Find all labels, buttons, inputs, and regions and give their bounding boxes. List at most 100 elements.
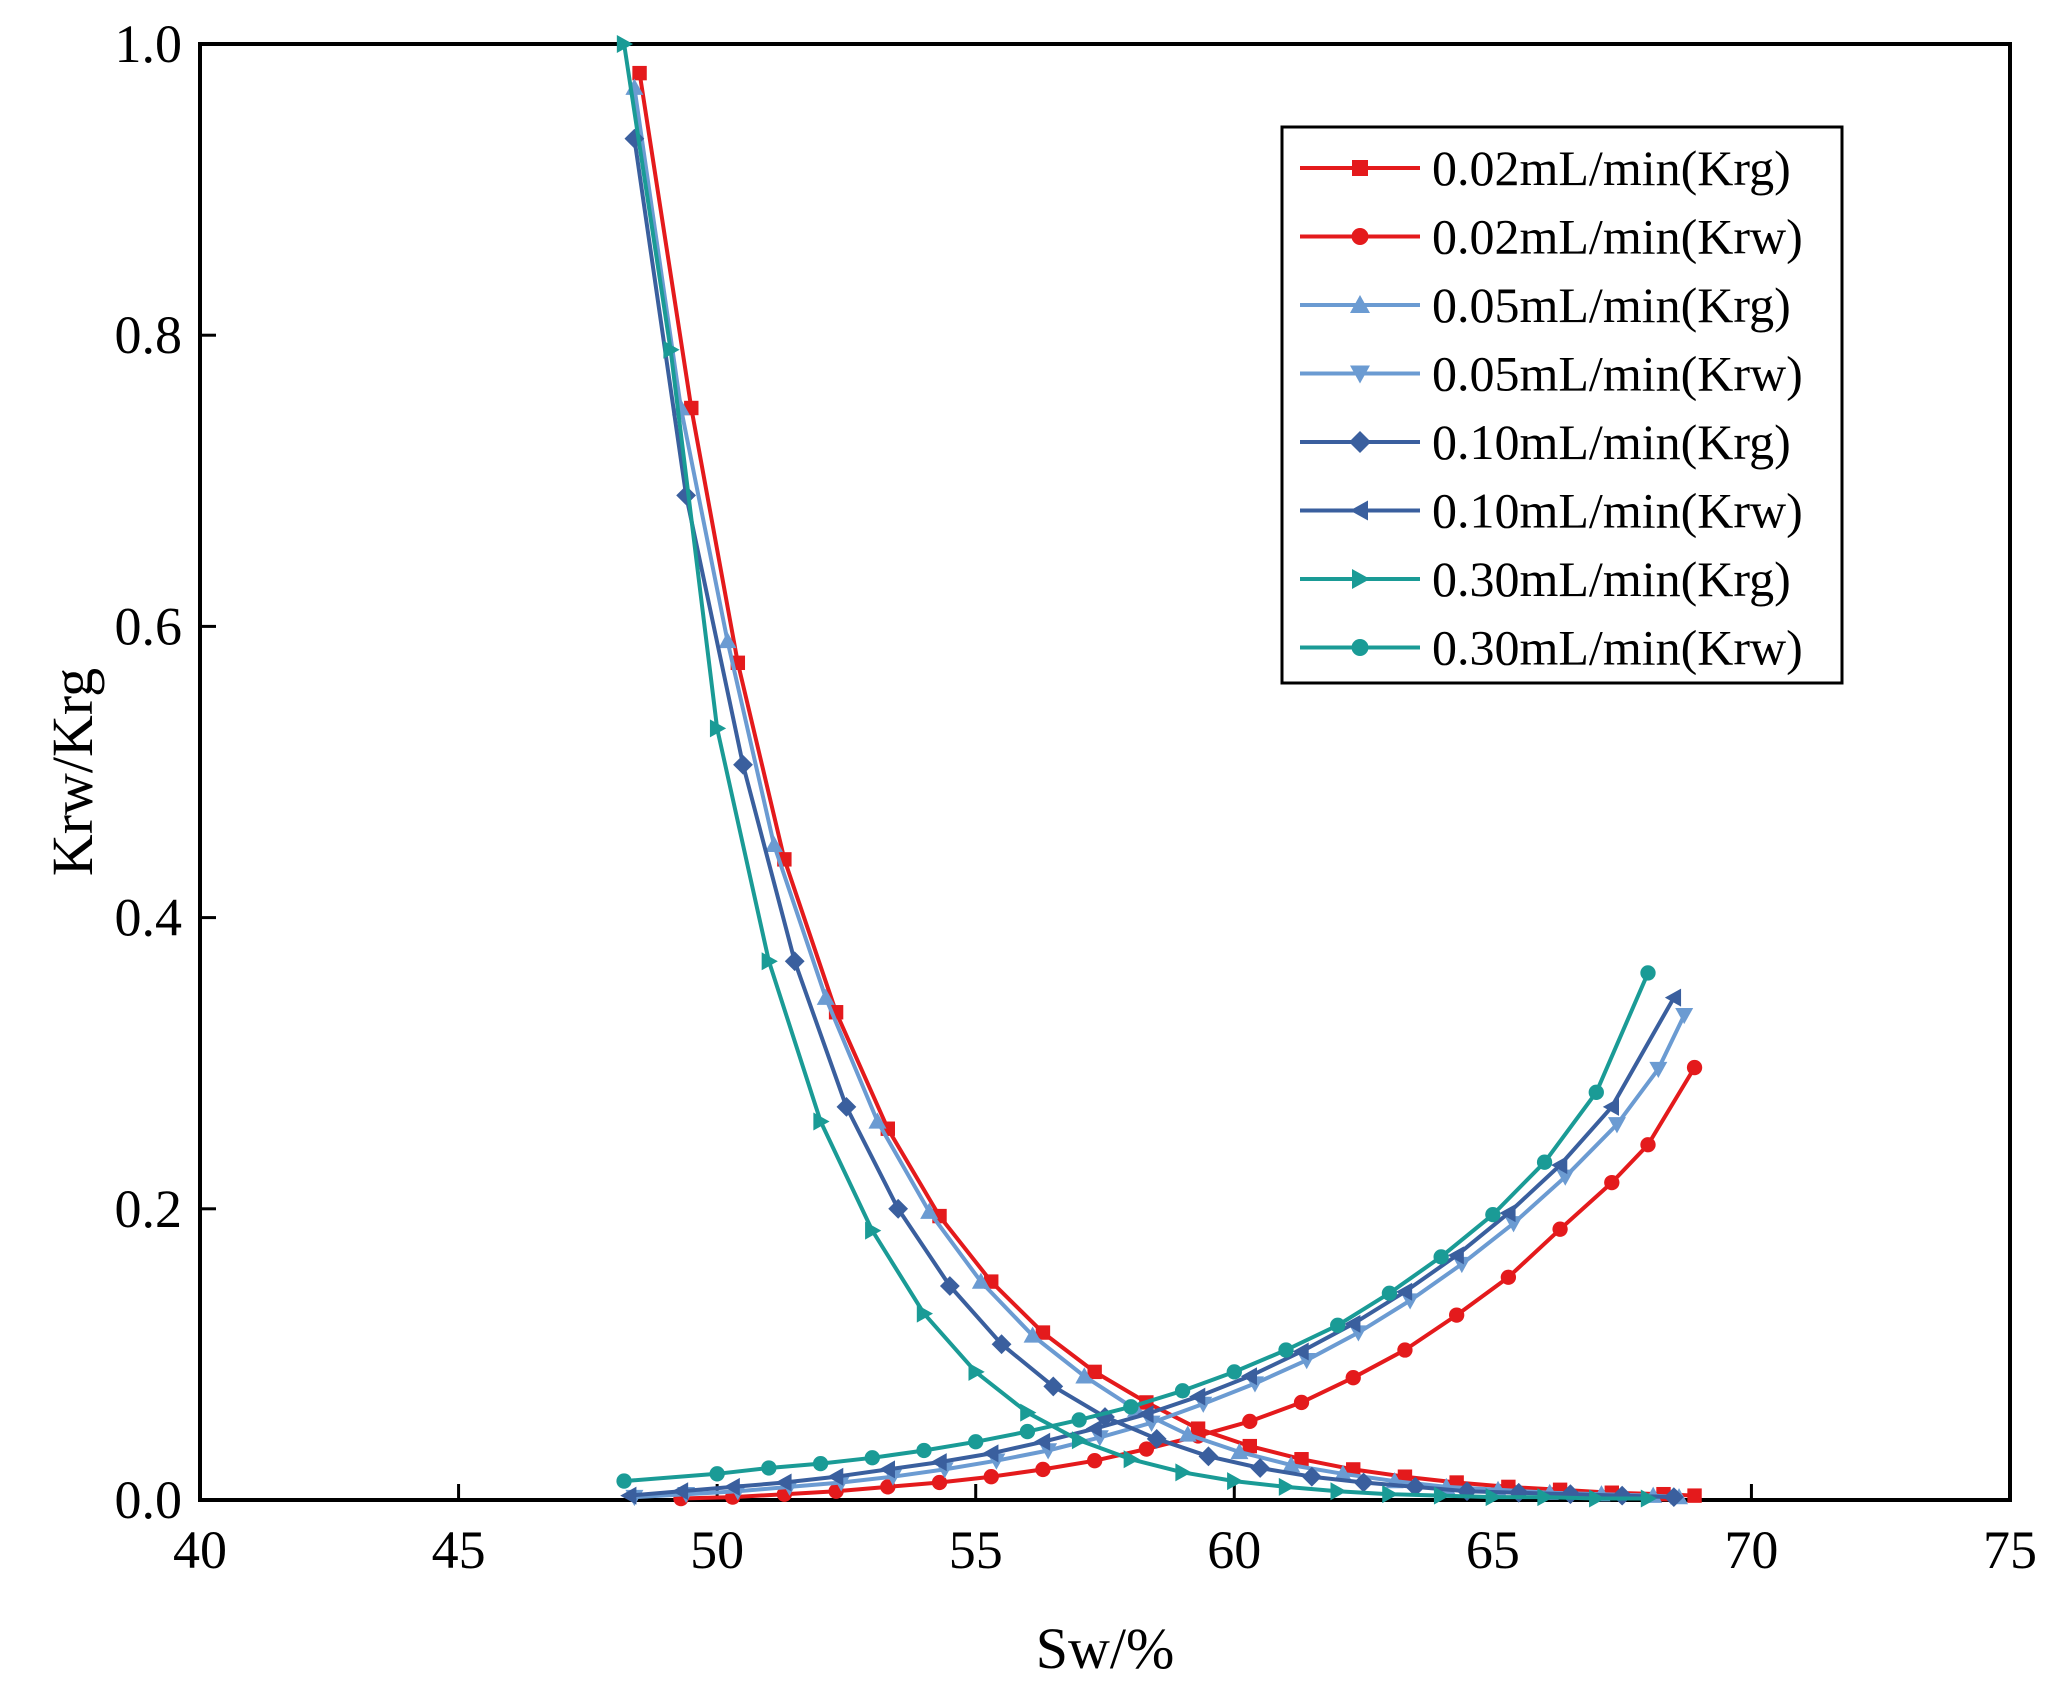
series-1: [673, 1059, 1703, 1507]
data-point: [761, 952, 778, 971]
plot-frame: [198, 42, 2012, 1502]
series-line: [623, 972, 1650, 1484]
legend-label: 0.02mL/min(Krw): [1432, 209, 1803, 265]
data-point: [765, 835, 784, 852]
data-point: [709, 1466, 725, 1482]
data-point: [663, 340, 680, 359]
data-point: [1033, 1432, 1051, 1451]
data-point: [971, 1272, 990, 1289]
legend-marker: [1350, 365, 1370, 384]
data-point: [1604, 1174, 1620, 1191]
data-point: [865, 1221, 882, 1240]
data-point: [968, 1434, 984, 1450]
data-point: [1675, 1007, 1694, 1025]
series-7: [616, 965, 1656, 1489]
data-point: [1174, 1383, 1191, 1399]
data-point: [718, 631, 737, 649]
data-point: [1226, 1364, 1242, 1380]
data-point: [1087, 1364, 1102, 1380]
data-point: [931, 1474, 948, 1491]
data-point: [1330, 1317, 1346, 1333]
x-axis-title: Sw/%: [1036, 1616, 1175, 1681]
data-point: [1345, 1370, 1361, 1386]
data-point: [1035, 1461, 1051, 1478]
data-point: [1686, 1059, 1703, 1076]
data-point: [1278, 1342, 1294, 1358]
data-point: [968, 1362, 985, 1381]
data-point: [620, 1486, 637, 1505]
data-point: [983, 1469, 999, 1485]
data-point: [632, 65, 647, 81]
legend-marker: [1351, 228, 1369, 245]
data-point: [1142, 1415, 1161, 1432]
y-tick-label: 0.0: [115, 1470, 183, 1530]
data-point: [1020, 1403, 1037, 1422]
data-point: [1242, 1438, 1257, 1454]
data-point: [1401, 1293, 1420, 1310]
data-point: [1589, 1489, 1606, 1508]
data-point: [920, 1202, 939, 1219]
data-point: [813, 1112, 830, 1131]
data-point: [1433, 1249, 1449, 1265]
data-point: [1123, 1450, 1140, 1469]
data-point: [982, 1444, 999, 1463]
data-point: [1138, 1441, 1155, 1457]
data-point: [761, 1460, 777, 1476]
data-point: [1071, 1412, 1087, 1428]
x-tick-label: 75: [1983, 1520, 2037, 1580]
plot-area: [198, 42, 2012, 1502]
data-point: [1504, 1216, 1523, 1233]
x-axis: 40 45 50 55 60 65 70 75: [173, 1484, 2037, 1580]
data-point: [878, 1460, 895, 1479]
data-point: [1536, 1154, 1553, 1170]
data-point: [1649, 1061, 1668, 1079]
legend-label: 0.05mL/min(Krw): [1432, 346, 1803, 402]
legend-label: 0.30mL/min(Krw): [1432, 620, 1803, 676]
data-point: [784, 951, 805, 972]
data-point: [1333, 1464, 1352, 1481]
data-point: [1019, 1423, 1036, 1440]
data-point: [1278, 1477, 1295, 1496]
data-point: [1137, 1405, 1154, 1424]
legend-label: 0.05mL/min(Krg): [1432, 277, 1791, 333]
data-point: [1071, 1431, 1089, 1450]
data-point: [1640, 1489, 1657, 1508]
legend-marker: [1352, 160, 1368, 176]
data-point: [1607, 1117, 1626, 1134]
legend-label: 0.10mL/min(Krw): [1432, 483, 1803, 539]
data-point: [1499, 1204, 1516, 1223]
data-point: [836, 1096, 857, 1117]
x-tick-label: 60: [1207, 1520, 1261, 1580]
data-point: [1588, 1084, 1604, 1100]
data-point: [616, 35, 634, 53]
legend-marker: [1350, 295, 1370, 313]
data-point: [1039, 1443, 1058, 1460]
data-point: [1146, 1428, 1167, 1449]
data-point: [827, 1467, 844, 1486]
data-point: [1075, 1367, 1094, 1384]
data-point: [1397, 1342, 1413, 1358]
data-point: [916, 1442, 932, 1459]
data-point: [1330, 1482, 1347, 1501]
data-point: [1230, 1442, 1249, 1460]
data-point: [991, 1334, 1012, 1355]
data-point: [1449, 1307, 1465, 1323]
legend-label: 0.10mL/min(Krg): [1432, 414, 1791, 470]
data-point: [1301, 1466, 1322, 1487]
data-point: [1292, 1342, 1309, 1361]
data-point: [1085, 1419, 1102, 1438]
data-point: [1282, 1456, 1301, 1473]
data-point: [816, 988, 835, 1005]
data-point: [1353, 1472, 1374, 1493]
y-tick-label: 0.8: [115, 305, 183, 365]
legend-marker: [1349, 431, 1371, 453]
data-point: [1227, 1472, 1244, 1491]
x-tick-label: 40: [173, 1520, 227, 1580]
y-tick-label: 0.2: [115, 1179, 183, 1239]
data-point: [812, 1455, 829, 1472]
data-point: [1663, 1487, 1684, 1507]
data-point: [1198, 1446, 1219, 1467]
series-layer: [616, 35, 1703, 1508]
data-point: [1640, 965, 1656, 981]
